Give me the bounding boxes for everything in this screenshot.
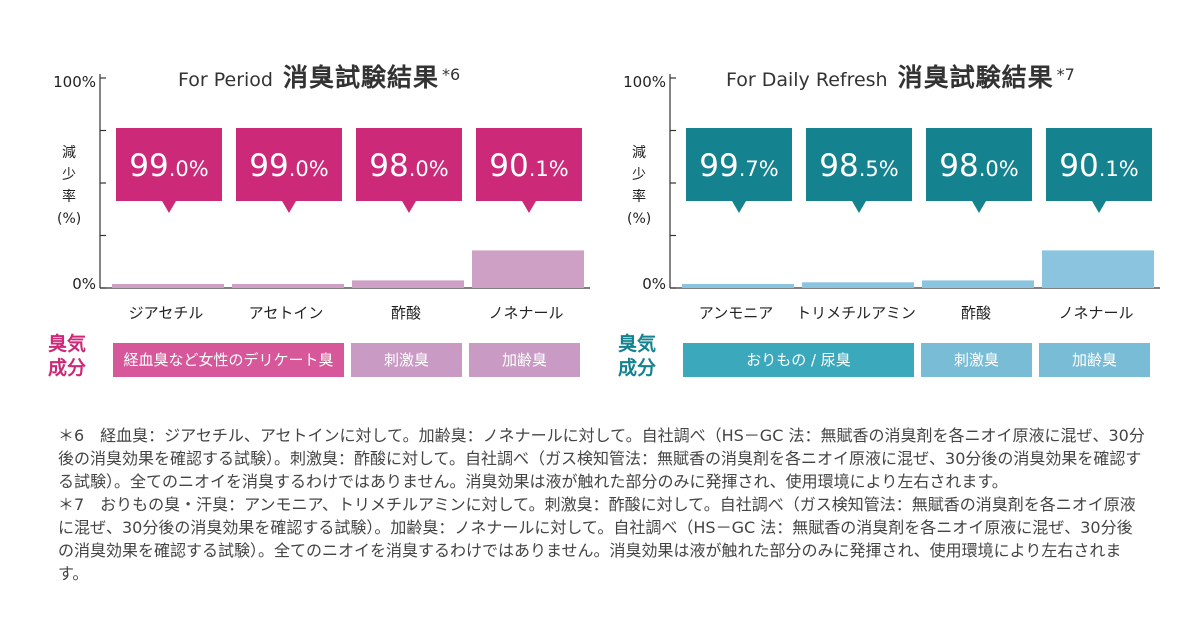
y-axis-title-char: 減 [62,145,76,161]
y-axis-title-char: (%) [57,211,82,227]
odor-heading-line: 臭気 [48,333,87,355]
category-label: 酢酸 [960,304,991,322]
value-label: 99.0% [129,148,208,184]
category-label: トリメチルアミン [796,304,916,322]
value-label-dec: .0% [979,157,1019,181]
value-label-dec: .0% [409,157,449,181]
value-callout-pointer [162,201,176,213]
odor-group-pill: 刺激臭 [351,343,462,377]
chart-panel-daily: 99.7% 98.5% 98.0% 90.1% For Daily Refresh 消臭… [570,0,1170,400]
value-label-int: 98 [819,148,858,184]
value-label: 99.7% [699,148,778,184]
value-label-dec: .5% [859,157,899,181]
value-label: 90.1% [1059,148,1138,184]
category-label: ジアセチル [128,304,204,322]
y-axis-title-char: (%) [627,211,652,227]
bar [232,284,344,288]
value-label-dec: .1% [529,157,569,181]
category-label: ノネナール [1058,304,1134,322]
value-callout-pointer [1092,201,1106,213]
bar [922,280,1034,288]
value-callout [806,128,912,201]
value-label-dec: .0% [169,157,209,181]
value-label-int: 90 [1059,148,1098,184]
odor-heading-line: 成分 [48,357,87,379]
chart-title-note: *7 [1056,64,1075,84]
value-label: 98.0% [369,148,448,184]
chart-title-prefix: For Period [178,69,273,91]
footnotes: ＊6 経血臭：ジアセチル、アセトインに対して。加齢臭：ノネナールに対して。自社調… [58,424,1148,585]
chart-title-prefix: For Daily Refresh [726,69,888,91]
odor-heading-line: 臭気 [618,333,657,355]
value-callout-pointer [972,201,986,213]
chart-panel-period: 99.0% 99.0% 98.0% 90.1% For Period 消臭試験結果 *6 … [0,0,600,400]
chart-svg-period: 99.0% 99.0% 98.0% 90.1% [99,74,590,289]
bar [802,282,914,288]
bar [352,280,464,288]
value-callout [686,128,792,201]
bar [112,284,224,288]
value-label-int: 99 [249,148,288,184]
value-callout-pointer [852,201,866,213]
odor-group-pill: 刺激臭 [921,343,1032,377]
chart-title-main: 消臭試験結果 [282,63,439,92]
y-axis-title-char: 率 [632,189,646,205]
value-label-dec: .7% [739,157,779,181]
value-label: 99.0% [249,148,328,184]
category-label: アセトイン [248,304,324,322]
odor-heading: 臭気 成分 [48,332,86,380]
value-callout [476,128,582,201]
y-tick-top: 100% [623,73,666,91]
value-callout [926,128,1032,201]
category-label: アンモニア [698,304,774,322]
value-callout [1046,128,1152,201]
y-axis-title-char: 少 [632,167,646,183]
odor-group-pill: 加齢臭 [469,343,580,377]
value-callout [236,128,342,201]
value-callout-pointer [522,201,536,213]
value-label-int: 98 [369,148,408,184]
value-callout [356,128,462,201]
y-axis-title-char: 率 [62,189,76,205]
chart-title: For Daily Refresh 消臭試験結果 *7 [726,58,1075,94]
bar [1042,250,1154,288]
chart-title-main: 消臭試験結果 [897,63,1054,92]
value-callout [116,128,222,201]
value-label-int: 90 [489,148,528,184]
category-label: ノネナール [488,304,564,322]
category-label: 酢酸 [390,304,421,322]
chart-svg-daily: 99.7% 98.5% 98.0% 90.1% [669,74,1160,289]
value-callout-pointer [402,201,416,213]
value-callout-pointer [282,201,296,213]
value-label-dec: .0% [289,157,329,181]
y-axis-title-char: 減 [632,145,646,161]
y-axis-title-char: 少 [62,167,76,183]
y-axis-title: 減 少 率 (%) [627,142,651,230]
chart-title-note: *6 [442,64,461,84]
y-tick-bottom: 0% [72,275,96,293]
value-label-dec: .1% [1099,157,1139,181]
value-callout-pointer [732,201,746,213]
value-label-int: 98 [939,148,978,184]
value-label: 98.0% [939,148,1018,184]
value-label-int: 99 [129,148,168,184]
odor-heading: 臭気 成分 [618,332,656,380]
value-label: 90.1% [489,148,568,184]
bar [472,250,584,288]
odor-group-pill: おりもの / 尿臭 [683,343,914,377]
odor-heading-line: 成分 [618,357,657,379]
odor-group-pill: 経血臭など女性のデリケート臭 [113,343,344,377]
footnote-7: ＊7 おりもの臭・汗臭：アンモニア、トリメチルアミンに対して。刺激臭：酢酸に対し… [58,495,1136,583]
odor-group-pill: 加齢臭 [1039,343,1150,377]
y-tick-top: 100% [53,73,96,91]
y-axis-title: 減 少 率 (%) [57,142,81,230]
footnote-6: ＊6 経血臭：ジアセチル、アセトインに対して。加齢臭：ノネナールに対して。自社調… [58,426,1145,491]
value-label: 98.5% [819,148,898,184]
chart-title: For Period 消臭試験結果 *6 [178,58,460,94]
value-label-int: 99 [699,148,738,184]
bar [682,284,794,288]
y-tick-bottom: 0% [642,275,666,293]
